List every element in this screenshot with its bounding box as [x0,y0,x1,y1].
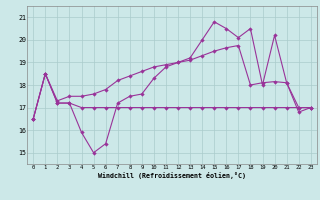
X-axis label: Windchill (Refroidissement éolien,°C): Windchill (Refroidissement éolien,°C) [98,172,246,179]
